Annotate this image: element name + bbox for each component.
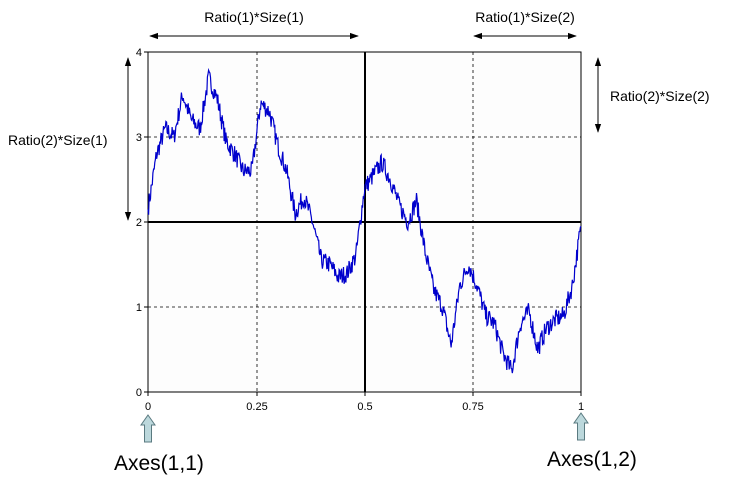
y-tick-label: 0 — [136, 387, 142, 399]
annotation-right: Ratio(2)*Size(2) — [610, 88, 710, 104]
y-tick-label: 1 — [136, 302, 142, 314]
x-tick-label: 0.25 — [246, 401, 267, 413]
annotation-left: Ratio(2)*Size(1) — [8, 132, 108, 148]
annotation-top-left: Ratio(1)*Size(1) — [204, 9, 304, 25]
axes-label-right: Axes(1,2) — [547, 448, 637, 471]
data-trace — [147, 67, 582, 374]
x-tick-label: 0.5 — [357, 401, 372, 413]
axes-pointer-arrow-right — [573, 412, 589, 441]
y-tick-label: 4 — [136, 47, 142, 59]
x-tick-label: 0.75 — [462, 401, 483, 413]
x-tick-label: 0 — [145, 401, 151, 413]
annotation-top-right: Ratio(1)*Size(2) — [475, 9, 575, 25]
y-tick-label: 2 — [136, 217, 142, 229]
y-tick-label: 3 — [136, 132, 142, 144]
tick-marks — [144, 51, 582, 396]
x-tick-label: 1 — [578, 401, 584, 413]
axes-pointer-arrow-left — [140, 414, 156, 443]
axes-label-left: Axes(1,1) — [114, 452, 204, 475]
